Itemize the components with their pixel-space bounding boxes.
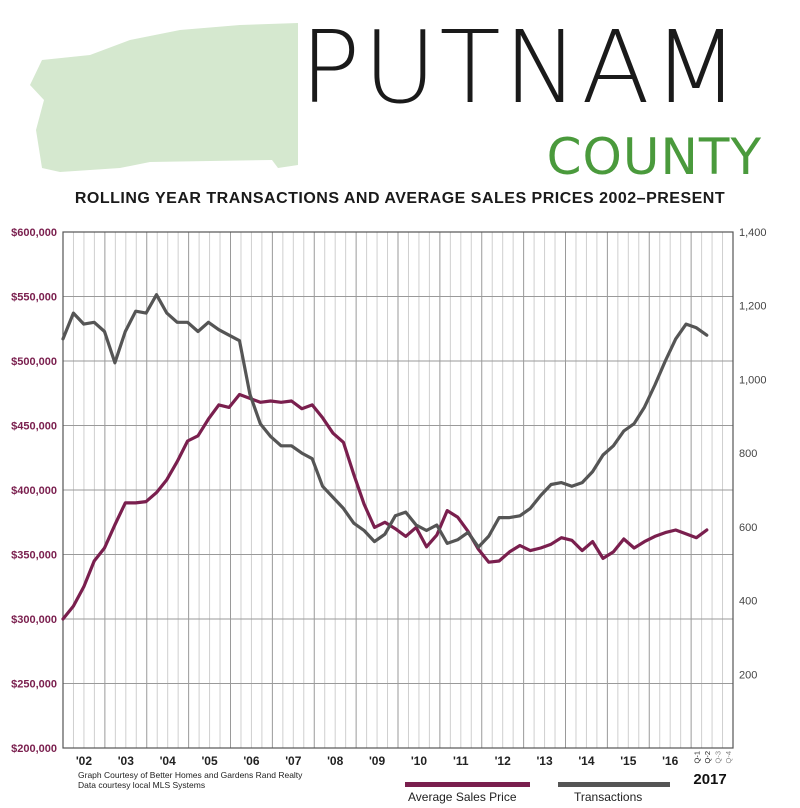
y-right-tick-label: 600 [739,522,757,534]
credit-line-1: Graph Courtesy of Better Homes and Garde… [78,770,303,780]
y-right-tick-label: 1,000 [739,374,767,386]
credit-line-2: Data courtesy local MLS Systems [78,780,206,790]
x-tick-label: '12 [495,754,512,768]
x-tick-label: '08 [327,754,344,768]
y-left-tick-label: $250,000 [11,679,57,691]
x-tick-label: '09 [369,754,386,768]
x-tick-label: '16 [662,754,679,768]
x-tick-label: '06 [243,754,260,768]
series-lines [61,293,709,621]
y-right-tick-label: 1,400 [739,227,767,239]
legend-label-price: Average Sales Price [408,790,517,804]
y-right-tick-label: 800 [739,448,757,460]
x-quarter-label: Q-1 [692,751,701,764]
y-left-tick-label: $300,000 [11,614,57,626]
x-quarter-label: Q-2 [703,751,712,764]
x-quarter-label: Q-3 [713,751,722,764]
y-left-tick-label: $350,000 [11,550,57,562]
y-left-tick-label: $550,000 [11,292,57,304]
page-title: PUTNAM [300,9,743,126]
x-tick-label: '10 [411,754,428,768]
x-quarter-label: Q-4 [724,751,733,764]
y-right-tick-label: 400 [739,596,757,608]
y-right-tick-label: 1,200 [739,301,767,313]
x-tick-label: '11 [453,754,469,768]
county-label: COUNTY [546,128,762,186]
x-final-year-label: 2017 [693,771,726,788]
plot-frame [62,231,734,749]
y-left-tick-label: $500,000 [11,356,57,368]
y-left-tick-label: $450,000 [11,421,57,433]
y-left-tick-label: $600,000 [11,227,57,239]
x-tick-label: '04 [160,754,177,768]
x-tick-label: '03 [118,754,135,768]
chart-title: ROLLING YEAR TRANSACTIONS AND AVERAGE SA… [74,190,726,207]
x-tick-label: '15 [620,754,637,768]
x-tick-label: '02 [76,754,93,768]
legend-swatch-transactions [558,782,670,787]
legend-label-transactions: Transactions [574,790,643,804]
series-line-average-sales-price [61,392,709,621]
y-left-tick-label: $400,000 [11,485,57,497]
legend-swatch-price [405,782,530,787]
x-tick-label: '07 [285,754,302,768]
y-right-tick-label: 200 [739,669,757,681]
y-left-tick-label: $200,000 [11,743,57,755]
series-line-transactions [61,293,709,549]
x-tick-label: '05 [201,754,218,768]
x-tick-label: '13 [536,754,553,768]
axes: $200,000 $250,000 $300,000 $350,000 $400,000… [11,227,766,788]
x-tick-label: '14 [578,754,595,768]
